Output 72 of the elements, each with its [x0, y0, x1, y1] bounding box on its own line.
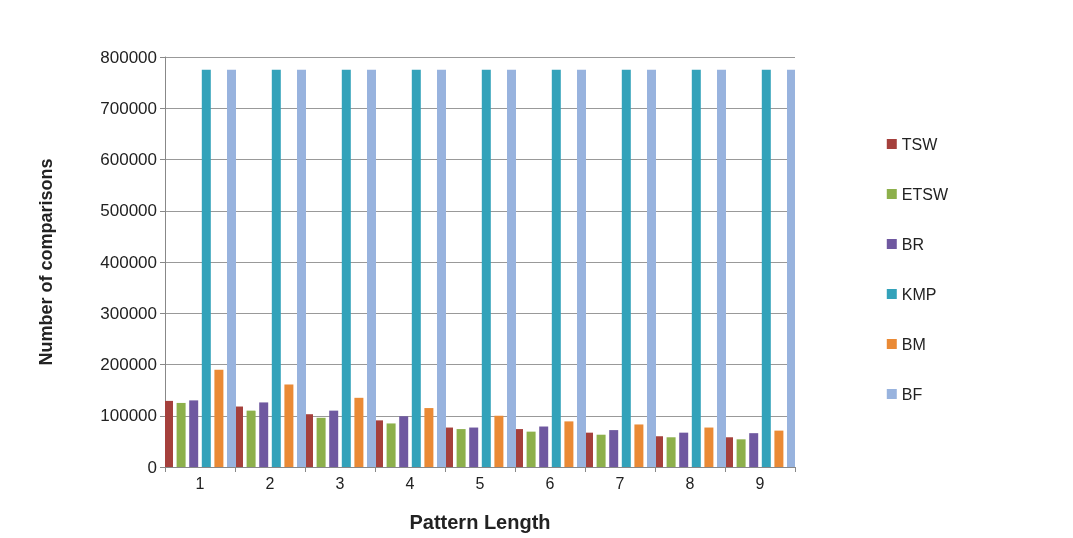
legend-label: BM	[901, 335, 926, 353]
bar	[271, 69, 281, 467]
bar	[284, 384, 294, 467]
bar	[596, 434, 606, 467]
bar	[774, 430, 784, 467]
bar	[437, 69, 446, 467]
bar	[787, 69, 795, 467]
x-tick-label: 5	[475, 474, 485, 492]
x-tick-label: 3	[335, 474, 345, 492]
bar	[551, 69, 561, 467]
bar	[227, 69, 236, 467]
bar	[666, 437, 676, 467]
legend-label: BF	[901, 385, 923, 403]
bar	[564, 421, 574, 467]
bar	[259, 402, 269, 467]
y-axis-title: Number of comparisons	[36, 158, 56, 366]
bar	[679, 432, 689, 467]
x-tick-label: 7	[615, 474, 625, 492]
y-tick-label: 600000	[100, 150, 157, 169]
bar	[386, 423, 396, 467]
y-tick-label: 100000	[100, 406, 157, 426]
bar	[526, 431, 536, 467]
bar	[647, 69, 656, 467]
x-axis-title: Pattern Length	[409, 511, 551, 533]
bar	[189, 400, 199, 467]
legend-label: ETSW	[901, 185, 949, 203]
y-tick-label: 0	[147, 457, 157, 477]
x-tick-label: 4	[405, 474, 415, 492]
bar	[507, 69, 516, 467]
bar	[691, 69, 701, 467]
bar	[297, 69, 306, 467]
y-tick-label: 800000	[100, 47, 157, 67]
bar	[341, 69, 351, 467]
y-tick-label: 500000	[100, 201, 157, 221]
bar	[316, 417, 326, 467]
bar	[717, 69, 726, 467]
legend-label: BR	[901, 235, 925, 253]
bar	[621, 69, 631, 467]
bar	[469, 427, 479, 467]
legend-label: KMP	[901, 285, 937, 303]
bar	[704, 427, 714, 467]
bar	[246, 410, 256, 467]
bar	[749, 433, 759, 467]
legend-label: TSW	[901, 135, 939, 153]
bar	[736, 439, 746, 467]
bar	[761, 69, 771, 467]
x-tick-label: 9	[755, 474, 765, 492]
x-tick-label: 1	[195, 474, 205, 492]
bar	[494, 415, 504, 467]
bar	[367, 69, 376, 467]
bar	[399, 416, 409, 467]
bar	[201, 69, 211, 467]
bar	[165, 400, 173, 467]
y-tick-label: 200000	[100, 355, 157, 374]
x-tick-label: 6	[545, 474, 555, 492]
x-tick-label: 8	[685, 474, 695, 492]
x-tick-label: 2	[265, 474, 275, 492]
bar	[329, 410, 339, 467]
bar	[176, 402, 186, 467]
y-tick-label: 300000	[100, 303, 157, 323]
bar	[539, 426, 549, 467]
y-tick-label: 700000	[100, 98, 157, 118]
bar	[424, 408, 434, 467]
bar	[214, 369, 224, 467]
bar	[481, 69, 491, 467]
bar	[577, 69, 586, 467]
y-tick-label: 400000	[100, 252, 157, 272]
bar	[411, 69, 421, 467]
bar	[354, 397, 364, 467]
bar	[456, 429, 466, 467]
bar	[634, 424, 644, 467]
bar	[609, 430, 619, 467]
